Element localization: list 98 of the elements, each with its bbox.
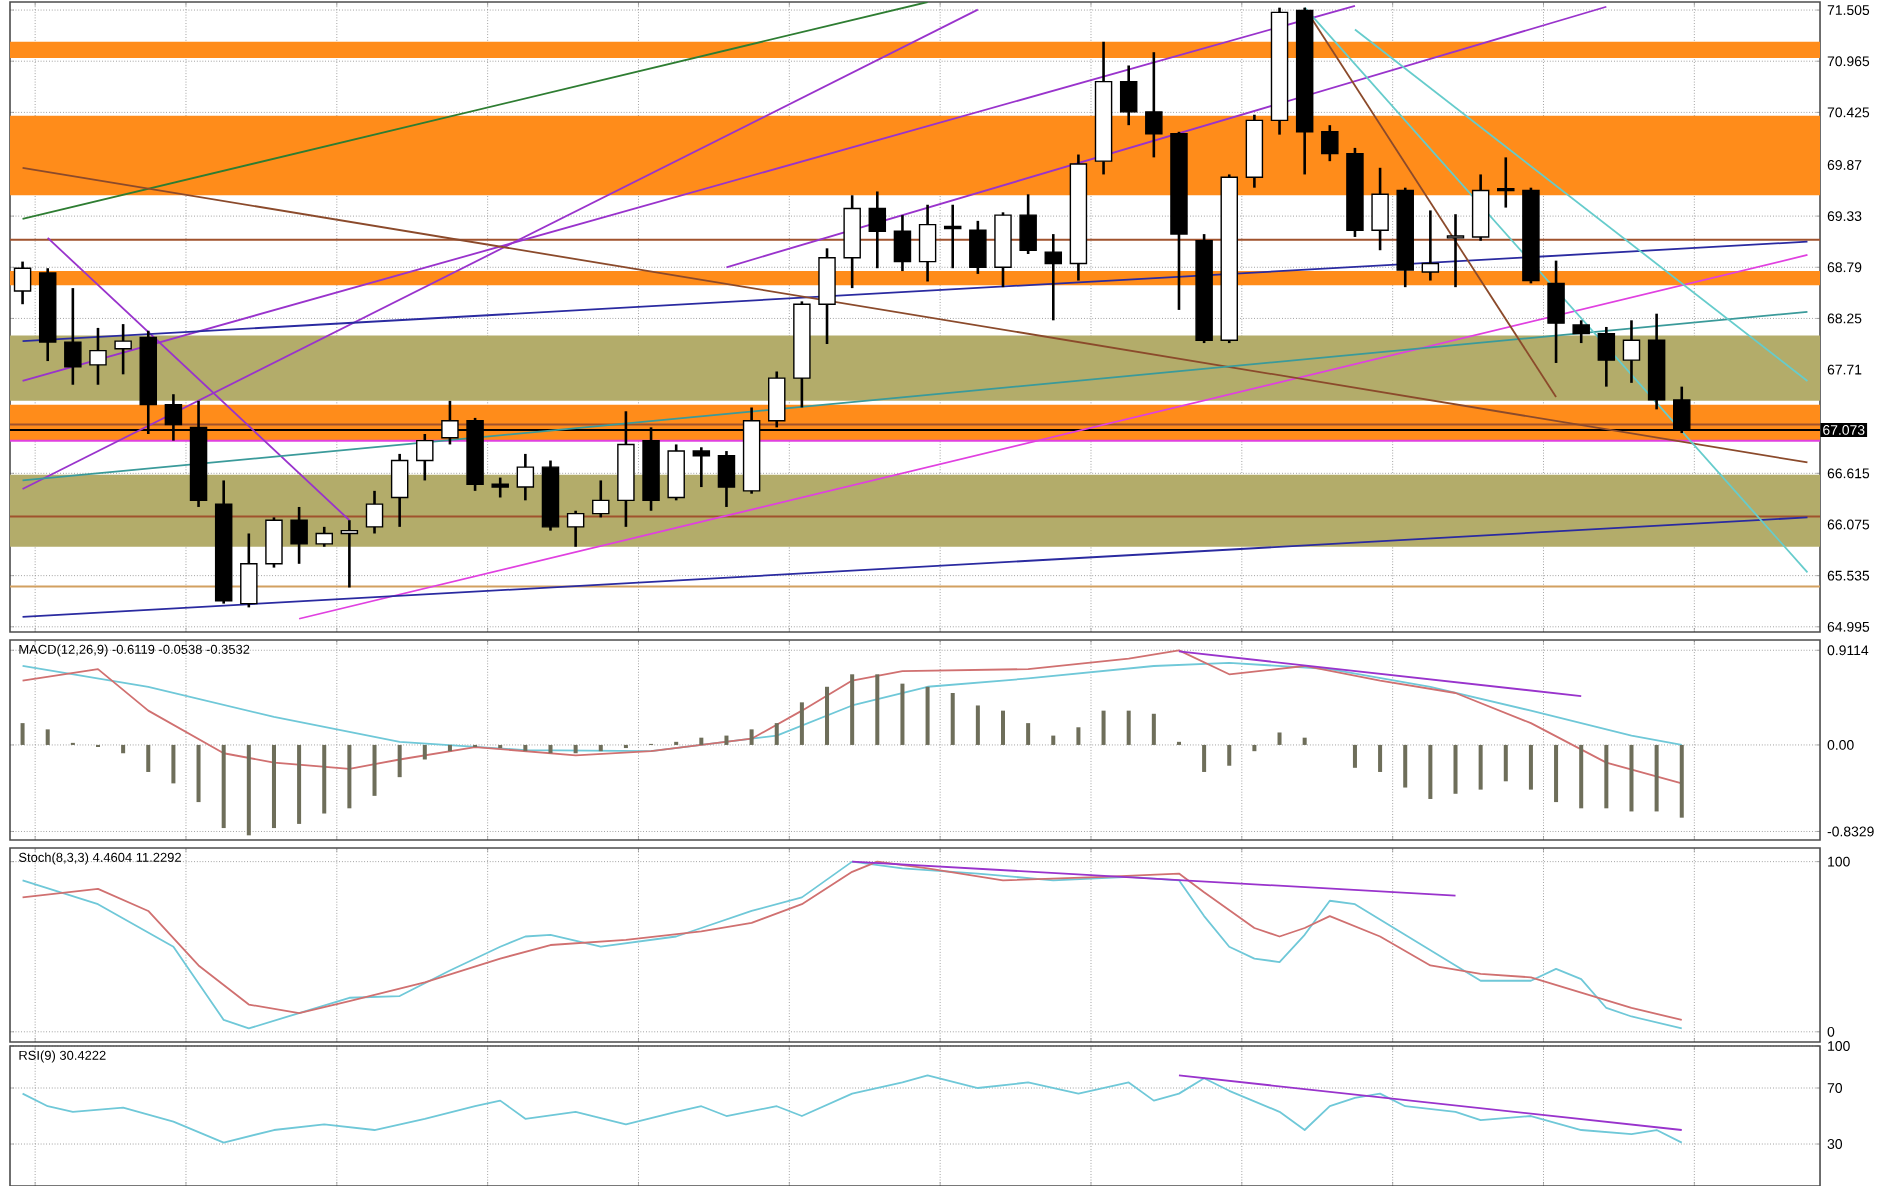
bar — [447, 744, 452, 752]
bar — [1026, 723, 1031, 745]
bar — [749, 729, 754, 745]
bar — [146, 744, 151, 772]
bar — [1654, 744, 1659, 812]
bar — [1629, 744, 1634, 812]
candlestick — [1044, 232, 1063, 322]
bar — [1554, 744, 1559, 803]
bar — [1428, 744, 1433, 799]
bar — [1076, 727, 1081, 745]
candlestick — [1547, 259, 1565, 365]
bar — [1126, 710, 1131, 745]
bar — [422, 744, 427, 760]
bar — [1478, 744, 1483, 790]
candlestick — [340, 518, 359, 589]
bar — [825, 686, 830, 745]
bar — [1503, 744, 1508, 782]
candlestick — [1497, 156, 1515, 209]
candlestick — [1622, 319, 1641, 385]
candlestick — [1019, 193, 1037, 256]
candlestick — [1145, 50, 1163, 159]
candlestick — [566, 509, 585, 549]
candlestick — [592, 479, 610, 519]
bar — [347, 744, 352, 809]
candlestick — [692, 445, 711, 489]
bar — [1252, 744, 1257, 752]
bar — [1277, 732, 1282, 745]
line-series — [21, 1074, 1683, 1144]
bar — [523, 744, 528, 752]
bar — [900, 683, 905, 745]
bar — [875, 674, 880, 745]
candlestick — [1321, 123, 1339, 163]
bar — [1051, 735, 1056, 745]
bar — [1151, 713, 1156, 745]
bar — [799, 702, 804, 745]
candlestick — [290, 505, 308, 566]
candlestick — [89, 326, 107, 387]
candlestick — [918, 203, 937, 283]
candlestick — [516, 452, 535, 502]
bar — [1579, 744, 1584, 809]
bar — [598, 744, 603, 752]
candlestick — [114, 322, 132, 376]
candlestick — [1421, 209, 1440, 282]
bar — [573, 744, 578, 754]
candlestick — [818, 247, 836, 346]
bar — [1378, 744, 1383, 772]
bar — [699, 737, 704, 745]
bar — [774, 723, 779, 745]
candlestick — [315, 525, 333, 549]
bar — [246, 744, 251, 836]
candlestick — [265, 516, 283, 569]
bar — [121, 744, 126, 754]
bar — [724, 735, 729, 745]
candlestick — [868, 190, 887, 270]
bar — [45, 729, 50, 745]
bar — [1000, 710, 1006, 745]
candlestick — [893, 213, 912, 273]
candlestick — [13, 260, 32, 306]
bar — [925, 686, 930, 745]
candlestick — [240, 532, 258, 609]
candlestick — [64, 286, 82, 387]
candlestick — [1119, 64, 1138, 127]
candlestick — [717, 449, 736, 509]
bar — [1227, 744, 1232, 766]
bar — [397, 744, 402, 778]
bar — [1352, 744, 1357, 768]
bar — [1403, 744, 1408, 788]
candlestick — [1446, 212, 1465, 289]
bar — [548, 744, 553, 754]
candlestick — [491, 476, 509, 499]
bar — [372, 744, 377, 796]
candlestick — [1572, 319, 1590, 345]
bar — [221, 744, 226, 829]
bar — [171, 744, 176, 784]
candlestick — [943, 203, 962, 270]
bar — [1202, 744, 1207, 772]
bar — [196, 744, 201, 803]
bar — [322, 744, 327, 814]
candlestick — [1471, 173, 1490, 243]
bar — [271, 744, 276, 829]
line-series — [21, 661, 1683, 753]
candlestick — [390, 452, 409, 529]
bar — [1453, 744, 1458, 794]
candlestick — [365, 489, 384, 535]
bar — [1679, 744, 1684, 818]
bar — [1604, 744, 1609, 809]
bar — [1302, 737, 1307, 745]
bar — [975, 705, 980, 745]
candlestick — [1597, 325, 1616, 388]
bar — [1528, 744, 1533, 790]
bar — [950, 693, 955, 745]
bar — [850, 674, 855, 745]
candlestick — [667, 443, 685, 502]
bar — [20, 723, 25, 745]
candlestick — [1371, 166, 1389, 252]
bar — [1101, 710, 1106, 745]
candlestick — [969, 219, 987, 276]
bar — [297, 744, 302, 824]
